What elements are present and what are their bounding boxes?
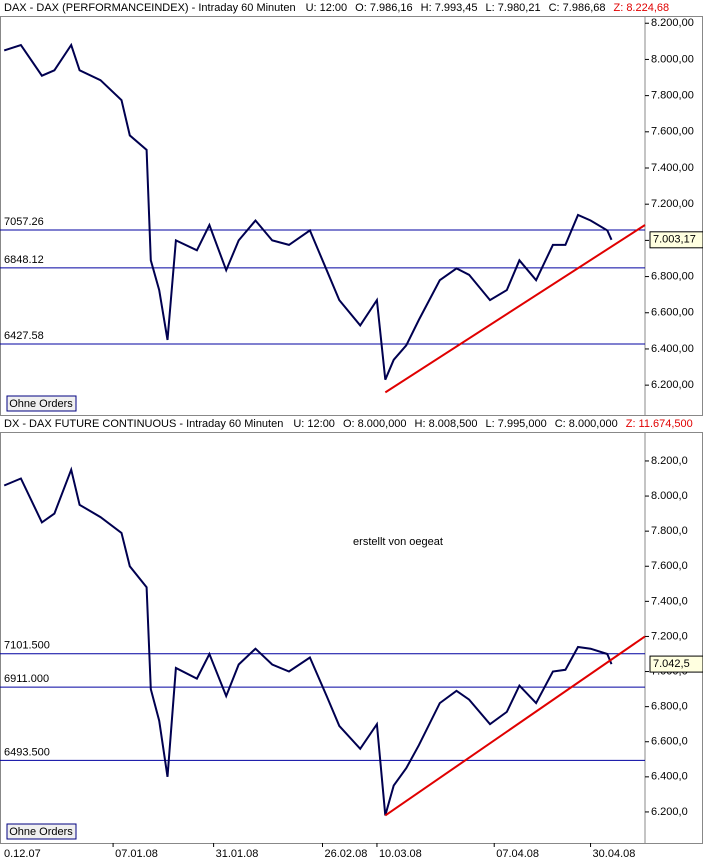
header-text: L: 7.995,000	[486, 418, 547, 430]
button-frame	[6, 823, 77, 840]
y-tick-label: 7.800,00	[651, 90, 694, 102]
x-tick-label: 07.01.08	[115, 848, 158, 860]
header-text: DAX - DAX (PERFORMANCEINDEX) - Intraday …	[4, 2, 296, 14]
trendline	[384, 224, 646, 394]
panel-header: DAX - DAX (PERFORMANCEINDEX) - Intraday …	[4, 2, 669, 14]
panel-header: DX - DAX FUTURE CONTINUOUS - Intraday 60…	[4, 418, 693, 430]
y-tick-label: 6.600,0	[651, 736, 688, 748]
y-tick-label: 8.000,0	[651, 490, 688, 502]
header-text: Z: 11.674,500	[626, 418, 693, 430]
header-text: C: 8.000,000	[555, 418, 618, 430]
trendline	[384, 635, 646, 817]
level-label: 7101.500	[4, 640, 50, 652]
y-tick-label: 7.600,00	[651, 126, 694, 138]
price-line	[3, 466, 613, 816]
y-tick-label: 6.400,00	[651, 343, 694, 355]
x-tick-label: 26.02.08	[325, 848, 368, 860]
ohne-orders-button[interactable]: Ohne Orders	[6, 395, 77, 412]
header-text: DX - DAX FUTURE CONTINUOUS - Intraday 60…	[4, 418, 283, 430]
y-tick-label: 8.200,00	[651, 17, 694, 29]
last-price-box	[649, 231, 703, 249]
y-tick-label: 6.200,0	[651, 806, 688, 818]
button-label: Ohne Orders	[9, 826, 73, 838]
level-label: 7057.26	[4, 216, 44, 228]
level-label: 6427.58	[4, 330, 44, 342]
header-text: C: 7.986,68	[549, 2, 606, 14]
header-text: H: 7.993,45	[421, 2, 478, 14]
y-tick-label: 7.200,00	[651, 198, 694, 210]
x-tick-label: 07.04.08	[496, 848, 539, 860]
y-tick-label: 6.800,0	[651, 701, 688, 713]
level-label: 6493.500	[4, 746, 50, 758]
header-text: Z: 8.224,68	[613, 2, 669, 14]
last-price-box	[649, 655, 703, 673]
ohne-orders-button[interactable]: Ohne Orders	[6, 823, 77, 840]
header-text: O: 7.986,16	[355, 2, 413, 14]
last-price-label: 7.042,5	[653, 658, 690, 670]
y-tick-label: 8.000,00	[651, 53, 694, 65]
y-tick-label: 6.800,00	[651, 270, 694, 282]
header-text: L: 7.980,21	[486, 2, 541, 14]
y-tick-label: 6.600,00	[651, 307, 694, 319]
header-text: U: 12:00	[306, 2, 348, 14]
x-tick-label: 10.03.08	[379, 848, 422, 860]
button-label: Ohne Orders	[9, 398, 73, 410]
y-tick-label: 6.200,00	[651, 379, 694, 391]
y-tick-label: 7.800,0	[651, 525, 688, 537]
level-label: 6911.000	[4, 673, 49, 685]
header-text: H: 8.008,500	[415, 418, 478, 430]
y-tick-label: 8.200,0	[651, 455, 688, 467]
price-line	[3, 42, 613, 381]
x-tick-label: 31.01.08	[216, 848, 259, 860]
annotation: erstellt von oegeat	[353, 536, 443, 548]
header-text: O: 8.000,000	[343, 418, 407, 430]
y-tick-label: 7.200,0	[651, 630, 688, 642]
y-tick-label: 7.400,00	[651, 162, 694, 174]
y-tick-label: 7.400,0	[651, 595, 688, 607]
button-frame	[6, 395, 77, 412]
x-tick-label: 0.12.07	[4, 848, 41, 860]
level-label: 6848.12	[4, 254, 44, 266]
y-tick-label: 7.600,0	[651, 560, 688, 572]
y-tick-label: 6.400,0	[651, 771, 688, 783]
last-price-label: 7.003,17	[653, 234, 696, 246]
header-text: U: 12:00	[293, 418, 335, 430]
x-tick-label: 30.04.08	[593, 848, 636, 860]
